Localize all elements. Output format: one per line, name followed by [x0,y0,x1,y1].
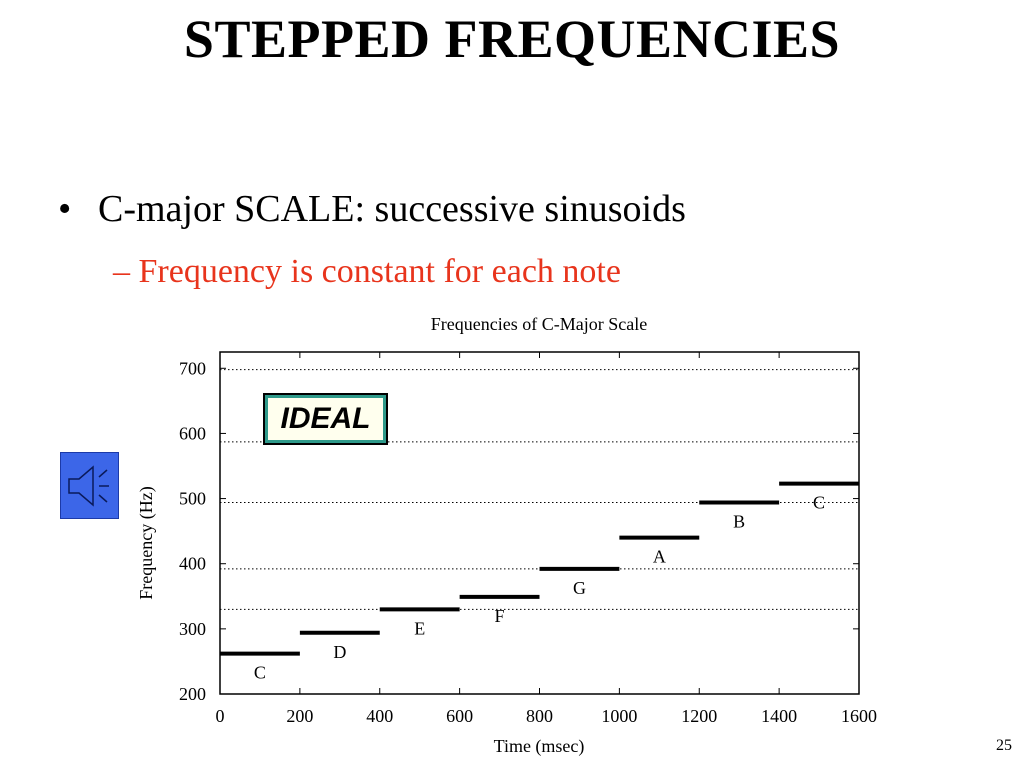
y-tick-label: 500 [179,489,206,509]
note-label: E [414,618,425,638]
note-label: C [813,493,825,513]
y-tick-label: 300 [179,619,206,639]
x-tick-label: 400 [366,706,393,726]
note-steps: C D E F G A B C [220,481,859,683]
x-tick-label: 600 [446,706,473,726]
plot-frame [219,351,860,695]
x-tick-label: 1400 [761,706,797,726]
chart-title: Frequencies of C-Major Scale [431,314,647,334]
note-label: B [733,511,745,531]
x-tick-label: 0 [216,706,225,726]
note-label: C [254,663,266,683]
y-tick-label: 400 [179,554,206,574]
x-tick-label: 1600 [841,706,877,726]
sub-bullet-text: – Frequency is constant for each note [113,253,621,290]
y-axis-label: Frequency (Hz) [136,486,157,599]
speaker-icon [68,465,109,507]
y-tick-label: 600 [179,423,206,443]
play-sound-button[interactable] [60,452,119,519]
bullet-dot: • [58,188,72,230]
note-label: D [333,642,346,662]
x-tick-label: 1000 [601,706,637,726]
x-tick-label: 200 [286,706,313,726]
axis-ticks: 0 200 400 600 800 1000 1200 1400 1600 200 300 400 50… [179,352,877,726]
x-tick-label: 800 [526,706,553,726]
note-label: A [653,547,666,567]
x-tick-label: 1200 [681,706,717,726]
y-tick-label: 200 [179,684,206,704]
bullet-item: • C-major SCALE: successive sinusoids [58,187,686,233]
ideal-annotation: IDEAL [263,393,388,445]
slide-title: STEPPED FREQUENCIES [183,9,841,69]
page-number: 25 [996,737,1012,754]
bullet-text: C-major SCALE: successive sinusoids [98,188,686,230]
note-label: G [573,578,586,598]
note-label: F [495,606,505,626]
x-axis-label: Time (msec) [494,736,585,757]
y-tick-label: 700 [179,358,206,378]
